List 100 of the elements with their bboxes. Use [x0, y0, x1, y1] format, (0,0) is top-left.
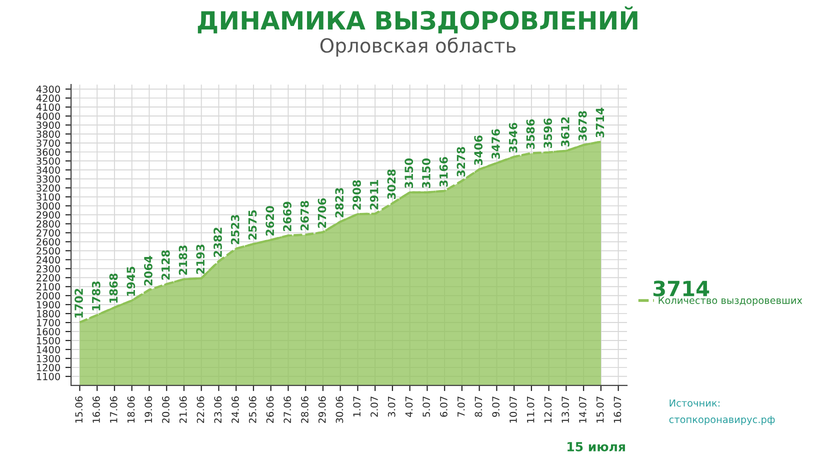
y-tick-label: 2600: [36, 238, 60, 246]
y-tick-label: 3200: [36, 184, 60, 192]
y-tick-label: 3800: [36, 130, 60, 138]
x-tick-label: 16.06: [92, 396, 100, 423]
data-label: 2911: [370, 180, 378, 210]
data-label: 2064: [144, 256, 152, 286]
x-tick-label: 21.06: [179, 396, 187, 423]
y-tick-label: 3300: [36, 175, 60, 183]
data-label: 3150: [404, 158, 414, 188]
y-tick-label: 2400: [36, 256, 60, 264]
y-tick-label: 1400: [36, 346, 60, 354]
x-tick-label: 25.06: [248, 396, 256, 423]
data-label: 2382: [214, 228, 222, 257]
data-label: 1945: [126, 266, 136, 296]
data-label: 3546: [508, 122, 518, 152]
x-tick-label: 19.06: [144, 396, 152, 423]
y-tick-label: 2000: [36, 292, 60, 300]
x-tick-label: 22.06: [196, 396, 204, 423]
y-tick-label: 4100: [36, 104, 60, 111]
x-tick-label: 2.07: [370, 396, 378, 417]
chart-subtitle: Орловская область: [320, 37, 516, 57]
data-label: 1783: [92, 281, 100, 310]
y-tick-label: 2100: [36, 283, 60, 290]
x-tick-label: 1.07: [353, 396, 361, 416]
data-label: 2908: [352, 180, 361, 210]
y-tick-label: 2500: [36, 247, 60, 255]
x-tick-label: 30.06: [336, 396, 344, 423]
y-tick-label: 1200: [36, 364, 60, 372]
x-tick-label: 7.07: [457, 396, 465, 417]
y-tick-label: 3600: [36, 148, 60, 156]
y-tick-label: 2900: [36, 211, 60, 219]
data-label: 3476: [492, 129, 500, 159]
text: 3714: [653, 280, 710, 296]
x-tick-label: 23.06: [214, 396, 222, 423]
x-tick-label: 4.07: [405, 396, 413, 417]
data-label: 3166: [439, 156, 448, 187]
x-tick-label: 11.07: [526, 396, 534, 423]
x-tick-label: 5.07: [422, 396, 430, 417]
x-tick-label: 20.06: [162, 396, 170, 423]
data-label: 2823: [335, 188, 344, 218]
data-label: 3586: [526, 119, 535, 149]
y-tick-label: 4300: [36, 86, 60, 93]
data-label: 1702: [74, 288, 83, 318]
data-label: 2128: [161, 250, 170, 280]
y-tick-label: 1800: [36, 310, 60, 318]
x-tick-label: 24.06: [232, 396, 239, 423]
x-tick-label: 15.06: [75, 396, 83, 423]
y-tick-label: 2700: [36, 229, 60, 237]
data-label: 3596: [544, 118, 552, 148]
x-tick-label: 28.06: [301, 396, 308, 423]
y-tick-label: 3700: [36, 139, 60, 147]
data-label: 1868: [109, 274, 118, 303]
data-label: 2523: [230, 215, 240, 244]
data-label: 2706: [318, 198, 326, 228]
data-label: 2678: [300, 200, 309, 230]
x-tick-label: 13.07: [562, 396, 570, 423]
data-label: 2193: [196, 244, 205, 274]
y-tick-label: 1900: [36, 301, 60, 308]
y-tick-label: 1600: [36, 328, 60, 336]
y-tick-label: 1300: [36, 354, 60, 362]
y-tick-label: 4200: [36, 94, 60, 102]
x-tick-label: 6.07: [440, 396, 448, 417]
text: стопкоронавирус.рф: [669, 416, 775, 426]
y-tick-label: 2300: [36, 265, 60, 273]
x-tick-label: 29.06: [318, 396, 326, 423]
data-label: 2669: [283, 202, 292, 232]
data-label: 3278: [456, 147, 466, 177]
y-tick-label: 3400: [36, 166, 60, 174]
x-tick-label: 18.06: [127, 396, 135, 423]
data-label: 3406: [474, 135, 483, 166]
x-tick-label: 9.07: [492, 396, 500, 417]
y-tick-label: 3900: [36, 121, 60, 129]
x-tick-label: 26.06: [266, 396, 274, 423]
y-tick-label: 1100: [36, 372, 60, 380]
y-tick-label: 3000: [36, 202, 60, 210]
legend-label: Количество выздоровевших: [658, 296, 802, 306]
data-label: 3150: [422, 158, 430, 188]
x-tick-label: 10.07: [510, 396, 517, 423]
x-tick-label: 15.07: [596, 396, 604, 423]
y-tick-label: 3500: [36, 157, 60, 165]
x-tick-label: 8.07: [474, 396, 482, 417]
data-label: 3612: [561, 117, 570, 147]
data-label: 3714: [596, 108, 604, 138]
text: 15 июля: [568, 442, 625, 452]
text: Источник:: [670, 399, 720, 407]
x-tick-label: 16.07: [614, 396, 622, 423]
data-label: 3678: [578, 111, 587, 141]
data-label: 2575: [248, 210, 257, 240]
y-tick-label: 4000: [36, 112, 60, 120]
x-tick-label: 3.07: [388, 396, 396, 417]
y-tick-label: 2800: [36, 220, 60, 228]
x-tick-label: 14.07: [579, 396, 586, 423]
x-tick-label: 27.06: [284, 396, 292, 423]
data-label: 2620: [266, 206, 274, 236]
x-tick-label: 17.06: [110, 396, 118, 423]
data-label: 3028: [387, 169, 396, 199]
y-tick-label: 1500: [36, 336, 60, 344]
y-tick-label: 2200: [36, 274, 60, 282]
x-tick-label: 12.07: [544, 396, 552, 423]
y-tick-label: 1700: [36, 319, 60, 326]
